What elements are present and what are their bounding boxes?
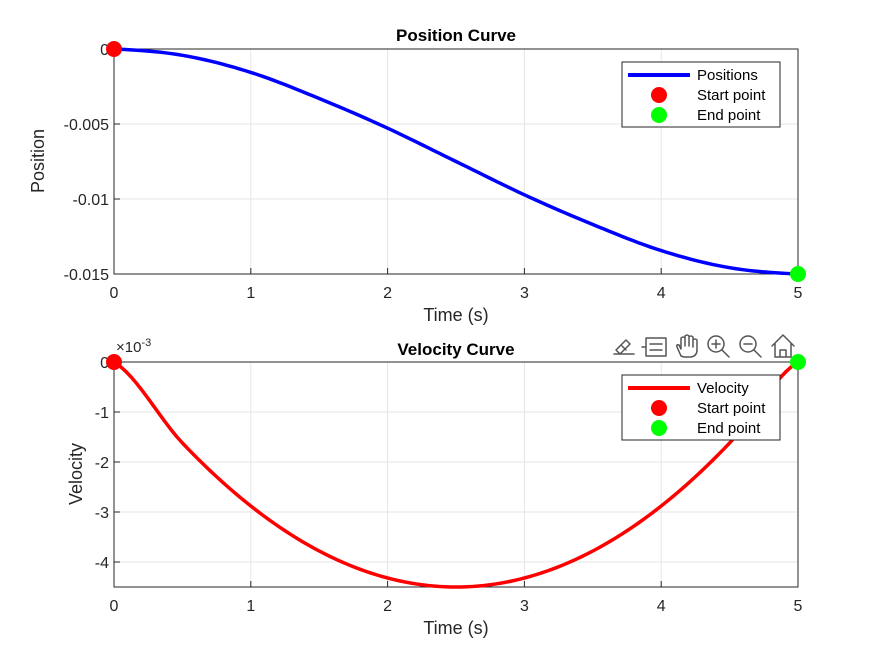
position-title: Position Curve <box>396 26 516 45</box>
position-xtick-label: 4 <box>657 285 666 302</box>
velocity-line-series <box>112 360 800 589</box>
velocity-ytick-label: -1 <box>95 405 109 422</box>
position-xtick-label: 5 <box>794 285 803 302</box>
velocity-series <box>106 354 806 589</box>
position-ytick-label: 0 <box>100 42 109 59</box>
position-axes: 0 1 2 3 4 50-0.005-0.01-0.015 Position Curve … <box>28 26 806 325</box>
zoom-out-icon[interactable] <box>739 335 762 358</box>
legend-start-marker-icon <box>651 400 667 416</box>
position-xlabel: Time (s) <box>423 305 488 325</box>
pan-icon[interactable] <box>676 334 698 358</box>
data-tips-icon[interactable] <box>641 337 667 357</box>
position-ytick-label: -0.015 <box>64 267 109 284</box>
velocity-xtick-label: 5 <box>794 598 803 615</box>
velocity-xtick-label: 2 <box>383 598 392 615</box>
velocity-xlabel: Time (s) <box>423 618 488 638</box>
velocity-end-point-marker <box>790 354 806 370</box>
legend-end-marker-icon <box>651 107 667 123</box>
velocity-legend[interactable]: Velocity Start point End point <box>621 374 781 441</box>
home-icon[interactable] <box>771 334 795 358</box>
position-line-series <box>113 47 799 276</box>
velocity-ytick-label: -3 <box>95 505 109 522</box>
velocity-start-point-marker <box>106 354 122 370</box>
position-xtick-label: 0 <box>110 285 119 302</box>
position-series <box>106 41 806 282</box>
export-icon[interactable] <box>613 339 635 355</box>
velocity-xtick-label: 3 <box>520 598 529 615</box>
legend-positions-label: Positions <box>697 67 758 84</box>
velocity-ytick-label: -2 <box>95 455 109 472</box>
position-ticks: 0 1 2 3 4 5 0 -0.005 -0.01 -0.015 <box>64 42 803 302</box>
legend-end-label: End point <box>697 107 761 124</box>
position-ytick-label: -0.01 <box>73 192 110 209</box>
position-xtick-label: 1 <box>246 285 255 302</box>
velocity-axes: 0 1 2 3 4 50-1-2-3-4 Velocity Curve Time (s) … <box>66 337 806 638</box>
legend-start-label: Start point <box>697 87 766 104</box>
legend-start-marker-icon <box>651 87 667 103</box>
legend-velocity-label: Velocity <box>697 380 749 397</box>
position-xtick-label: 2 <box>383 285 392 302</box>
velocity-xtick-label: 4 <box>657 598 666 615</box>
velocity-xtick-label: 0 <box>110 598 119 615</box>
velocity-xtick-label: 1 <box>246 598 255 615</box>
position-ytick-label: -0.005 <box>64 117 109 134</box>
velocity-y-multiplier: ×10-3 <box>116 337 151 356</box>
velocity-ylabel: Velocity <box>66 443 86 505</box>
position-ylabel: Position <box>28 129 48 193</box>
position-legend[interactable]: Positions Start point End point <box>621 61 781 128</box>
legend-start-label: Start point <box>697 400 766 417</box>
position-start-point-marker <box>106 41 122 57</box>
axes-toolbar <box>613 334 795 358</box>
position-xtick-label: 3 <box>520 285 529 302</box>
position-end-point-marker <box>790 266 806 282</box>
zoom-in-icon[interactable] <box>707 335 730 358</box>
velocity-ytick-label: 0 <box>100 355 109 372</box>
legend-end-marker-icon <box>651 420 667 436</box>
velocity-ytick-label: -4 <box>95 555 109 572</box>
velocity-title: Velocity Curve <box>397 340 514 359</box>
legend-end-label: End point <box>697 420 761 437</box>
velocity-ticks: 0 1 2 3 4 5 0 -1 -2 -3 -4 <box>95 355 803 615</box>
